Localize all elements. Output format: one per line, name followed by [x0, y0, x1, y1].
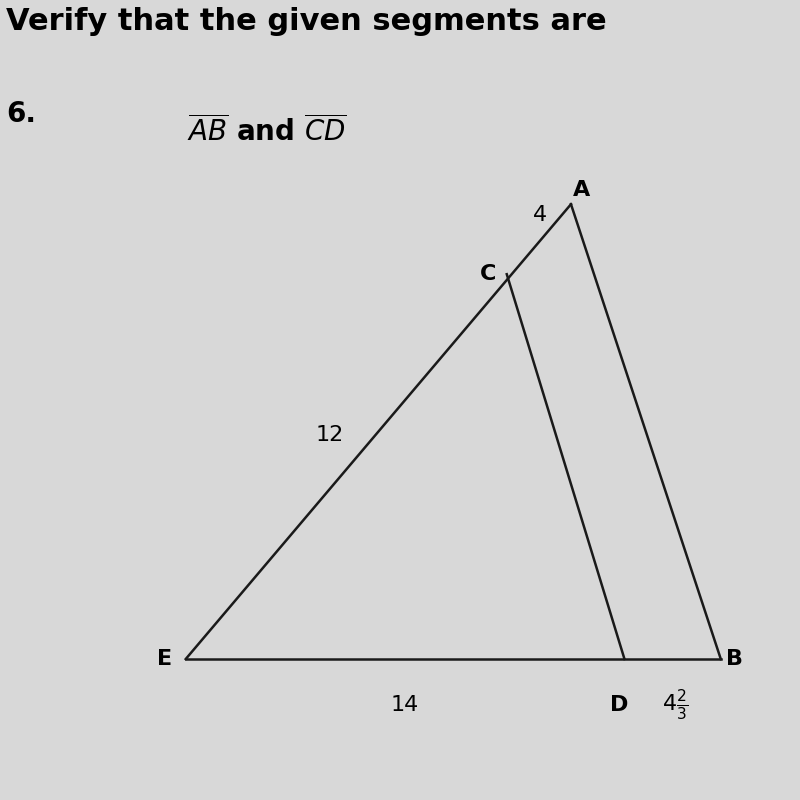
Text: 6.: 6. [6, 100, 36, 128]
Text: E: E [157, 649, 172, 669]
Text: B: B [726, 649, 742, 669]
Text: 14: 14 [391, 694, 419, 714]
Text: A: A [573, 180, 590, 200]
Text: 12: 12 [316, 425, 344, 445]
Text: $4\frac{2}{3}$: $4\frac{2}{3}$ [662, 687, 688, 722]
Text: $\overline{AB}$ and $\overline{CD}$: $\overline{AB}$ and $\overline{CD}$ [186, 114, 346, 146]
Text: 4: 4 [534, 205, 547, 225]
Text: Verify that the given segments are: Verify that the given segments are [6, 6, 606, 36]
Text: D: D [610, 694, 628, 714]
Text: C: C [480, 264, 496, 284]
